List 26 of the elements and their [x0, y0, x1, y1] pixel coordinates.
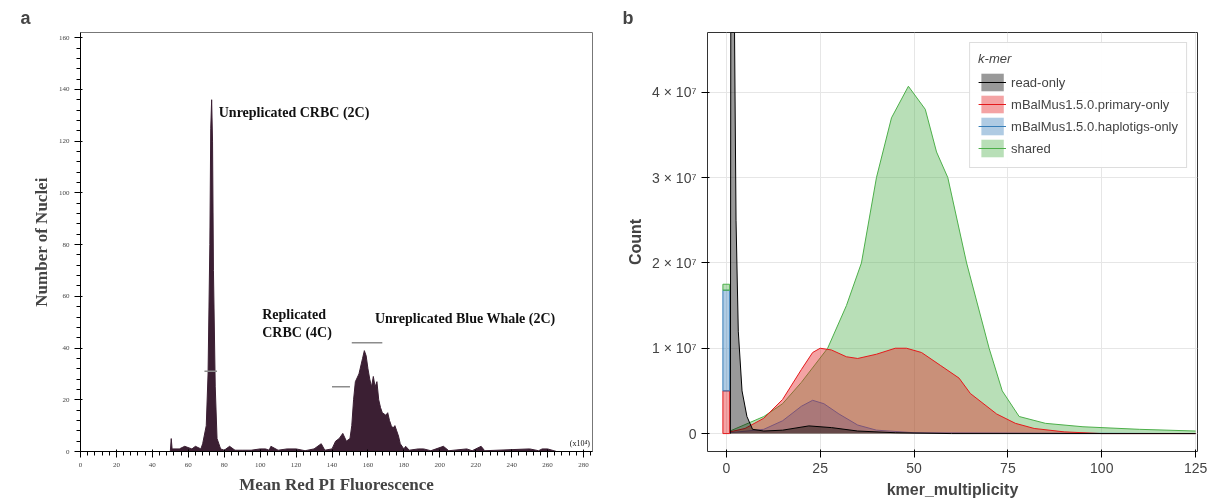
x-tick-label: 125	[1183, 459, 1208, 476]
y-tick-label: 3 × 10⁷	[652, 169, 697, 186]
annotation: Unreplicated CRBC (2C)	[218, 105, 370, 122]
legend-title: k-mer	[978, 51, 1013, 66]
x-axis-title: Mean Red PI Fluorescence	[239, 474, 435, 494]
annotation: (x10⁴)	[569, 438, 591, 448]
y-tick-label: 1 × 10⁷	[652, 340, 697, 357]
y-axis-title: Count	[627, 218, 645, 266]
legend-label: mBalMus1.5.0.haplotigs-only	[1011, 118, 1178, 134]
y-axis-title: Number of Nuclei	[32, 177, 51, 307]
legend-label: mBalMus1.5.0.primary-only	[1011, 96, 1170, 112]
annotation: Replicated CRBC (4C)	[262, 307, 333, 342]
y-tick-label: 4 × 10⁷	[652, 84, 697, 101]
x-tick-label: 25	[812, 459, 829, 476]
y-tick-label: 2 × 10⁷	[652, 254, 697, 271]
chart-title: b	[622, 7, 634, 28]
x-axis-title: kmer_multiplicity	[886, 480, 1019, 498]
x-tick-label: 100	[1090, 459, 1114, 476]
chart-title: a	[20, 7, 32, 28]
y-tick-label: 0	[688, 425, 697, 442]
legend-label: read-only	[1011, 74, 1066, 90]
x-tick-label: 50	[906, 459, 923, 476]
legend-label: shared	[1011, 140, 1051, 156]
annotation: Unreplicated Blue Whale (2C)	[374, 310, 556, 327]
x-tick-label: 0	[722, 459, 731, 476]
x-tick-label: 75	[1000, 459, 1016, 476]
